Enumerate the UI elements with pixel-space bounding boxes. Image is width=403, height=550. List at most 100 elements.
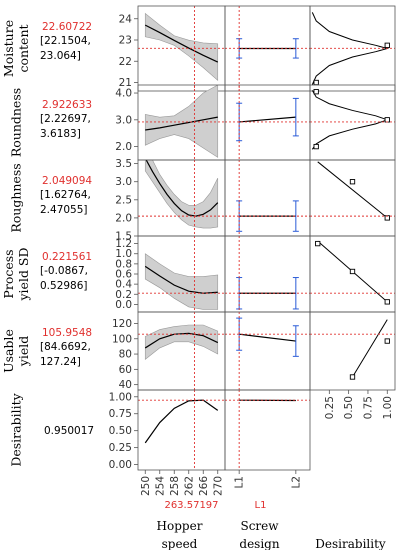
desirability-handle	[384, 117, 390, 123]
response-label-0: Moisture content 22.60722 [22.1504, 23.064]	[1, 20, 92, 77]
cell-5-0	[137, 389, 226, 471]
cell-plot	[225, 390, 310, 470]
y-tick-label: 0.00	[109, 459, 132, 471]
x-tick-label: 250	[140, 476, 152, 496]
confidence-band	[144, 324, 219, 361]
y-tick-label: 1.5	[115, 231, 132, 243]
response-ci-line: [2.22697,	[40, 113, 91, 125]
x-tick-label: 1.00	[382, 396, 394, 419]
cell-plot	[310, 240, 395, 305]
y-tick-label: 0.75	[109, 408, 132, 420]
response-current-value: 0.221561	[42, 251, 92, 263]
cell-4-2	[309, 311, 396, 391]
response-name-line: Roundness	[9, 88, 24, 157]
cell-5-1	[224, 389, 311, 471]
prediction-curve	[145, 116, 218, 131]
y-tick-label: 0.4	[115, 279, 132, 291]
y-tick-label: 23	[119, 35, 132, 47]
x-tick-label: 258	[169, 476, 181, 496]
desirability-handle	[349, 374, 356, 380]
y-tick-label: 4.0	[115, 88, 132, 100]
x-tick-label: 266	[198, 476, 210, 496]
desirability-handle	[313, 79, 319, 86]
response-ci-line: [22.1504,	[40, 35, 91, 47]
cell-frame	[224, 159, 311, 237]
cell-frame	[224, 389, 311, 471]
desirability-handle	[313, 143, 319, 150]
cell-3-2	[309, 235, 396, 313]
desirability-handle	[384, 338, 390, 344]
cell-plot	[138, 85, 225, 160]
desirability-handle	[313, 89, 319, 95]
prediction-curve	[145, 160, 219, 217]
profiler-labels: Moisture content 22.60722 [22.1504, 23.064] 2…	[1, 13, 394, 550]
response-ci-line: 2.47055]	[40, 204, 88, 216]
cell-4-0	[137, 311, 226, 391]
factor-name: design	[239, 537, 279, 550]
response-name-line: Desirability	[9, 392, 24, 466]
response-name-line: yield SD	[16, 247, 31, 301]
cell-2-2	[309, 159, 396, 237]
confidence-band	[144, 85, 219, 158]
cell-plot	[310, 89, 395, 150]
cell-0-2	[309, 5, 396, 92]
cell-1-1	[224, 84, 311, 161]
y-tick-label: 0.6	[115, 269, 132, 281]
y-tick-label: 22	[119, 56, 132, 68]
factor-name: Desirability	[315, 537, 386, 550]
cell-plot	[225, 160, 310, 236]
desirability-function	[311, 90, 389, 150]
response-name-line: Process	[1, 249, 16, 298]
response-label-2: Roughness 2.049094 [1.62764, 2.47055]	[9, 163, 93, 232]
cell-frame	[224, 311, 311, 391]
y-tick-label: 0.8	[115, 258, 132, 270]
confidence-band	[144, 253, 219, 310]
y-tick-label: 0.0	[115, 299, 132, 311]
y-tick-label: 80	[119, 349, 132, 361]
factor-name: Screw	[240, 519, 279, 533]
response-ci-line: 127.24]	[40, 356, 81, 368]
response-label-1: Roundness 2.922633 [2.22697, 3.6183]	[9, 88, 93, 157]
cell-frame	[309, 159, 396, 237]
response-ci-line: 23.064]	[40, 50, 81, 62]
y-tick-label: 60	[119, 364, 132, 376]
cell-frame	[137, 389, 226, 471]
cell-plot	[138, 160, 225, 236]
response-ci-line: [84.6692,	[40, 341, 91, 353]
y-tick-label: 1.0	[115, 248, 132, 260]
response-label-5: Desirability 0.950017	[9, 392, 95, 466]
y-tick-label: 3.5	[115, 158, 132, 170]
y-tick-label: 21	[119, 77, 132, 89]
x-tick-label: 0.25	[324, 396, 336, 419]
y-tick-label: 0.50	[109, 425, 132, 437]
y-tick-label: 2.5	[115, 194, 132, 206]
response-ci-line: [-0.0867,	[40, 265, 88, 277]
response-current-value: 2.049094	[42, 175, 92, 187]
x-tick-label: 0.50	[343, 396, 355, 419]
prediction-line	[239, 333, 296, 342]
y-tick-label: 2.0	[115, 212, 132, 224]
factor-name: Hopper	[157, 519, 203, 533]
response-name-line: yield	[16, 336, 31, 367]
y-tick-label: 1.2	[115, 238, 132, 250]
desirability-handle	[315, 240, 321, 247]
cell-frame	[224, 84, 311, 161]
response-ci-line: 3.6183]	[40, 128, 81, 140]
y-tick-label: 120	[112, 318, 132, 330]
prediction-curve	[144, 399, 219, 444]
response-current-value: 22.60722	[42, 21, 92, 33]
response-name-line: Usable	[1, 329, 16, 373]
cell-4-1	[224, 311, 311, 391]
response-name-line: Moisture	[1, 20, 16, 77]
desirability-function	[317, 161, 388, 219]
y-tick-label: 0.2	[115, 289, 132, 301]
cell-frame	[309, 84, 396, 161]
cell-plot	[138, 312, 225, 390]
y-tick-label: 24	[119, 13, 133, 25]
cell-plot	[225, 6, 310, 91]
y-tick-label: 3.0	[115, 176, 132, 188]
cell-plot	[225, 85, 310, 160]
response-current-value: 105.9548	[42, 327, 92, 339]
factor-current-value: 263.57197	[164, 500, 218, 511]
response-label-4: Usable yield 105.9548 [84.6692, 127.24]	[1, 327, 92, 373]
